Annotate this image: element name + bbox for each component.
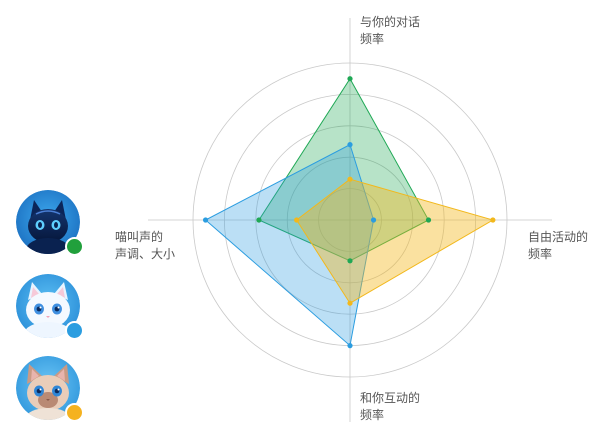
axis-label-line: 与你的对话 [360,15,421,29]
axis-label-line: 频率 [360,408,385,422]
axis-label-line: 声调、大小 [115,247,176,261]
legend-color-dot [65,321,84,340]
axis-label-line: 频率 [360,32,385,46]
axis-label-line: 频率 [528,247,553,261]
legend-color-dot [65,403,84,422]
series-point-3 [490,217,496,223]
white-fluffy-cat-avatar [16,274,80,338]
series-point-1 [425,217,432,223]
series-point-2 [347,142,353,148]
radar-series [202,76,496,349]
series-point-3 [347,300,353,306]
legend-cat-siamese [16,356,84,424]
axis-label-line: 和你互动的 [360,391,421,405]
series-point-3 [294,217,300,223]
axis-label-line: 自由活动的 [528,230,589,244]
blue-robot-cat-avatar [16,190,80,254]
series-point-3 [347,176,353,182]
axis-label-meow-pitch-volume: 喵叫声的 声调、大小 [115,229,175,263]
siamese-cat-avatar [16,356,80,420]
series-point-1 [347,76,353,82]
series-point-2 [370,217,377,223]
legend-color-dot [65,237,84,256]
axis-label-free-activity-frequency: 自由活动的 频率 [528,229,588,263]
series-point-2 [202,217,209,223]
series-point-1 [256,217,262,223]
axis-label-line: 喵叫声的 [115,230,164,244]
legend-cat-white-fluffy [16,274,84,342]
legend-cat-blue-robot [16,190,84,258]
axis-label-talk-frequency: 与你的对话 频率 [360,14,420,48]
axis-label-interaction-frequency: 和你互动的 频率 [360,390,420,424]
series-point-1 [347,258,353,264]
series-point-2 [347,343,353,349]
